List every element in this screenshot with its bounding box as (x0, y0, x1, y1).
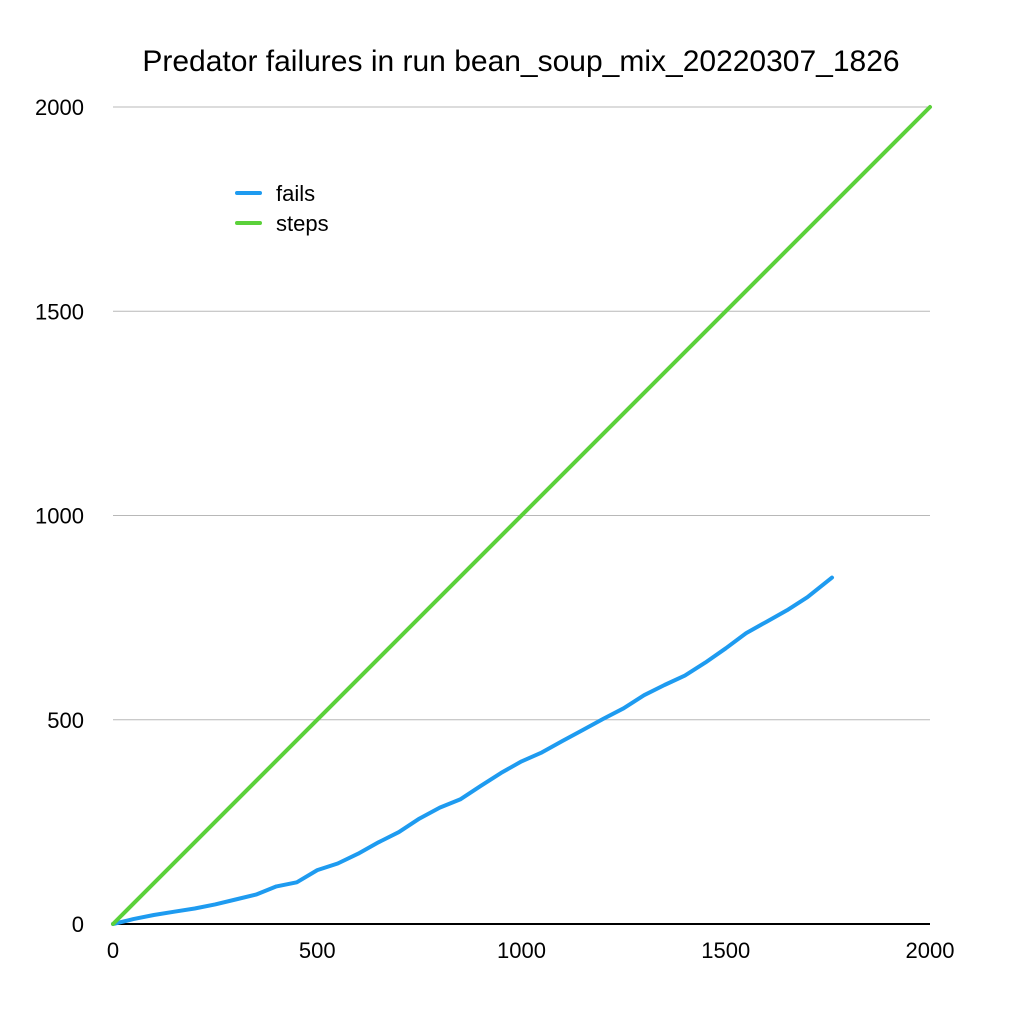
series-line-fails (111, 575, 834, 926)
y-tick-labels: 0 500 1000 1500 2000 (35, 95, 84, 937)
legend: fails steps (235, 181, 329, 236)
x-tick-label: 1500 (701, 938, 750, 963)
series-layer (111, 105, 932, 926)
y-tick-label: 0 (72, 912, 84, 937)
x-tick-label: 1000 (497, 938, 546, 963)
series-line-steps (111, 105, 932, 926)
y-tick-label: 500 (47, 708, 84, 733)
x-tick-label: 500 (299, 938, 336, 963)
x-tick-label: 2000 (906, 938, 955, 963)
gridlines (113, 106, 930, 721)
x-tick-label: 0 (107, 938, 119, 963)
legend-label-fails: fails (276, 181, 315, 206)
legend-label-steps: steps (276, 211, 329, 236)
y-tick-label: 1000 (35, 504, 84, 529)
y-tick-label: 2000 (35, 95, 84, 120)
y-tick-label: 1500 (35, 299, 84, 324)
chart-title: Predator failures in run bean_soup_mix_2… (142, 45, 899, 78)
x-tick-labels: 0 500 1000 1500 2000 (107, 938, 955, 963)
